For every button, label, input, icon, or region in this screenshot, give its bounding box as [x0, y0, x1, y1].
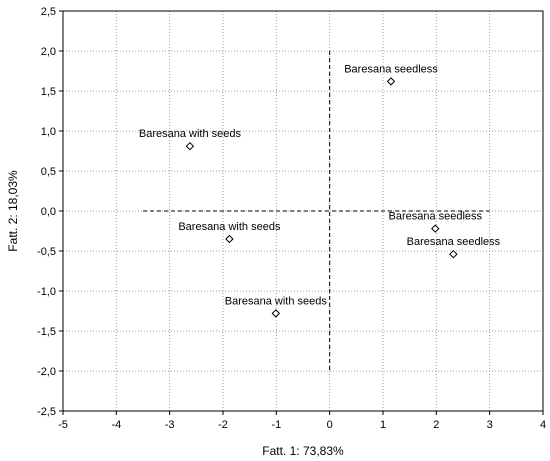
reference-lines [143, 51, 490, 371]
x-axis-label: Fatt. 1: 73,83% [262, 444, 344, 458]
x-tick-label: 3 [487, 419, 493, 431]
y-tick-label: -1,0 [37, 286, 56, 298]
y-tick-label: 2,0 [41, 46, 56, 58]
data-point-label: Baresana with seeds [139, 128, 242, 140]
y-tick-label: -2,0 [37, 366, 56, 378]
x-tick-label: 1 [380, 419, 386, 431]
data-point-label: Baresana seedless [388, 211, 482, 223]
x-tick-label: -3 [165, 419, 175, 431]
data-point-label: Baresana seedless [344, 63, 438, 75]
y-tick-label: -1,5 [37, 326, 56, 338]
x-tick-label: 2 [433, 419, 439, 431]
data-points: Baresana seedless Baresana with seeds Bare… [139, 63, 501, 318]
y-axis-label: Fatt. 2: 18,03% [6, 170, 20, 252]
y-tick-label: 0,5 [41, 166, 56, 178]
x-tick-label: -5 [58, 419, 68, 431]
y-tick-label: 1,0 [41, 126, 56, 138]
axis-ticks: -5 -4 -3 -2 -1 0 1 2 3 4 2,5 2,0 1,5 1,0 0,5 0,0 -0,5 -1,… [37, 6, 546, 431]
x-tick-label: -4 [111, 419, 121, 431]
y-tick-label: 2,5 [41, 6, 56, 18]
data-point-marker [225, 234, 234, 244]
x-tick-label: 0 [327, 419, 333, 431]
y-tick-label: -0,5 [37, 246, 56, 258]
y-tick-label: 0,0 [41, 206, 56, 218]
y-tick-label: 1,5 [41, 86, 56, 98]
data-point-label: Baresana with seeds [178, 221, 281, 233]
data-point-marker [386, 77, 396, 86]
data-point-label: Baresana with seeds [225, 295, 328, 307]
x-tick-label: -2 [218, 419, 228, 431]
data-point-marker [449, 249, 458, 259]
data-point-marker [271, 309, 281, 318]
y-tick-label: -2,5 [37, 406, 56, 418]
x-tick-label: -1 [271, 419, 281, 431]
data-point-label: Baresana seedless [407, 236, 501, 248]
data-point-marker [185, 141, 195, 151]
data-point-marker [431, 224, 440, 233]
x-tick-label: 4 [540, 419, 546, 431]
grid [63, 11, 543, 411]
